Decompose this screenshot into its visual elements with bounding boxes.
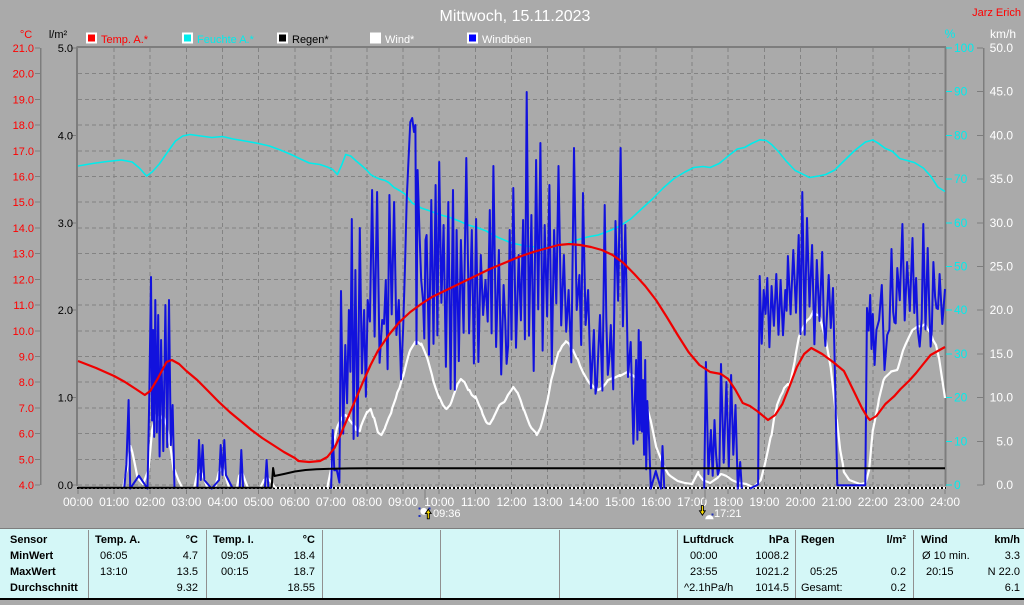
svg-text:15:00: 15:00 — [605, 495, 635, 509]
svg-text:50: 50 — [954, 260, 968, 274]
svg-text:35.0: 35.0 — [990, 172, 1014, 186]
svg-text:14:00: 14:00 — [569, 495, 599, 509]
svg-text:Wind*: Wind* — [385, 34, 415, 46]
svg-text:Regen*: Regen* — [292, 34, 329, 46]
svg-text:20.0: 20.0 — [990, 303, 1014, 317]
svg-text:100: 100 — [954, 41, 974, 55]
svg-text:km/h: km/h — [990, 27, 1016, 41]
svg-text:22:00: 22:00 — [858, 495, 888, 509]
svg-text:30: 30 — [954, 347, 968, 361]
svg-text:60: 60 — [954, 216, 968, 230]
svg-text:21:00: 21:00 — [822, 495, 852, 509]
svg-text:06:00: 06:00 — [280, 495, 310, 509]
svg-text:90: 90 — [954, 85, 968, 99]
svg-text:l/m²: l/m² — [49, 29, 68, 41]
svg-text:3.0: 3.0 — [58, 218, 73, 230]
svg-text:13.0: 13.0 — [13, 249, 34, 261]
svg-text:01:00: 01:00 — [99, 495, 129, 509]
svg-text:Jarz Erich: Jarz Erich — [972, 7, 1021, 19]
svg-text:08:00: 08:00 — [352, 495, 382, 509]
svg-text:70: 70 — [954, 172, 968, 186]
svg-text:1.0: 1.0 — [58, 393, 73, 405]
svg-text:12.0: 12.0 — [13, 274, 34, 286]
svg-text:18:00: 18:00 — [713, 495, 743, 509]
svg-text:Mittwoch, 15.11.2023: Mittwoch, 15.11.2023 — [440, 8, 591, 25]
svg-text:0.0: 0.0 — [58, 480, 73, 492]
svg-text:25.0: 25.0 — [990, 260, 1014, 274]
svg-text:19.0: 19.0 — [13, 94, 34, 106]
svg-text:5.0: 5.0 — [19, 454, 34, 466]
svg-text:80: 80 — [954, 128, 968, 142]
svg-text:2.0: 2.0 — [58, 305, 73, 317]
svg-text:19:00: 19:00 — [749, 495, 779, 509]
svg-text:16.0: 16.0 — [13, 172, 34, 184]
svg-text:05:00: 05:00 — [244, 495, 274, 509]
svg-text:09:36: 09:36 — [433, 508, 461, 520]
svg-text:5.0: 5.0 — [996, 434, 1013, 448]
svg-text:21.0: 21.0 — [13, 43, 34, 55]
svg-text:Temp. A.*: Temp. A.* — [101, 34, 149, 46]
svg-text:9.0: 9.0 — [19, 352, 34, 364]
svg-text:15.0: 15.0 — [13, 197, 34, 209]
svg-text:17:00: 17:00 — [677, 495, 707, 509]
svg-text:30.0: 30.0 — [990, 216, 1014, 230]
svg-text:0.0: 0.0 — [996, 478, 1013, 492]
svg-text:16:00: 16:00 — [641, 495, 671, 509]
svg-text:13:00: 13:00 — [533, 495, 563, 509]
svg-text:12:00: 12:00 — [496, 495, 526, 509]
svg-text:24:00: 24:00 — [930, 495, 960, 509]
svg-text:%: % — [945, 27, 956, 41]
svg-text:10: 10 — [954, 434, 968, 448]
svg-text:20: 20 — [954, 391, 968, 405]
svg-text:°C: °C — [20, 29, 32, 41]
svg-text:15.0: 15.0 — [990, 347, 1014, 361]
svg-text:11.0: 11.0 — [13, 300, 34, 312]
svg-text:07:00: 07:00 — [316, 495, 346, 509]
svg-text:10:00: 10:00 — [424, 495, 454, 509]
svg-text:4.0: 4.0 — [19, 480, 34, 492]
svg-text:17:21: 17:21 — [714, 508, 742, 520]
svg-text:04:00: 04:00 — [207, 495, 237, 509]
svg-text:20:00: 20:00 — [785, 495, 815, 509]
svg-text:09:00: 09:00 — [388, 495, 418, 509]
svg-text:02:00: 02:00 — [135, 495, 165, 509]
svg-text:0: 0 — [954, 478, 961, 492]
svg-text:Windböen: Windböen — [482, 34, 532, 46]
svg-text:11:00: 11:00 — [461, 495, 490, 509]
svg-text:17.0: 17.0 — [13, 146, 34, 158]
svg-text:23:00: 23:00 — [894, 495, 924, 509]
svg-text:8.0: 8.0 — [19, 377, 34, 389]
svg-text:50.0: 50.0 — [990, 41, 1014, 55]
svg-text:7.0: 7.0 — [19, 403, 34, 415]
svg-text:6.0: 6.0 — [19, 429, 34, 441]
svg-text:03:00: 03:00 — [171, 495, 201, 509]
svg-text:4.0: 4.0 — [58, 130, 73, 142]
svg-text:Feuchte A.*: Feuchte A.* — [197, 34, 255, 46]
svg-text:5.0: 5.0 — [58, 43, 73, 55]
svg-text:10.0: 10.0 — [990, 391, 1014, 405]
svg-text:18.0: 18.0 — [13, 120, 34, 132]
svg-text:14.0: 14.0 — [13, 223, 34, 235]
svg-text:45.0: 45.0 — [990, 85, 1014, 99]
svg-text:40.0: 40.0 — [990, 128, 1014, 142]
svg-text:20.0: 20.0 — [13, 69, 34, 81]
svg-text:00:00: 00:00 — [63, 495, 93, 509]
svg-text:40: 40 — [954, 303, 968, 317]
svg-text:10.0: 10.0 — [13, 326, 34, 338]
